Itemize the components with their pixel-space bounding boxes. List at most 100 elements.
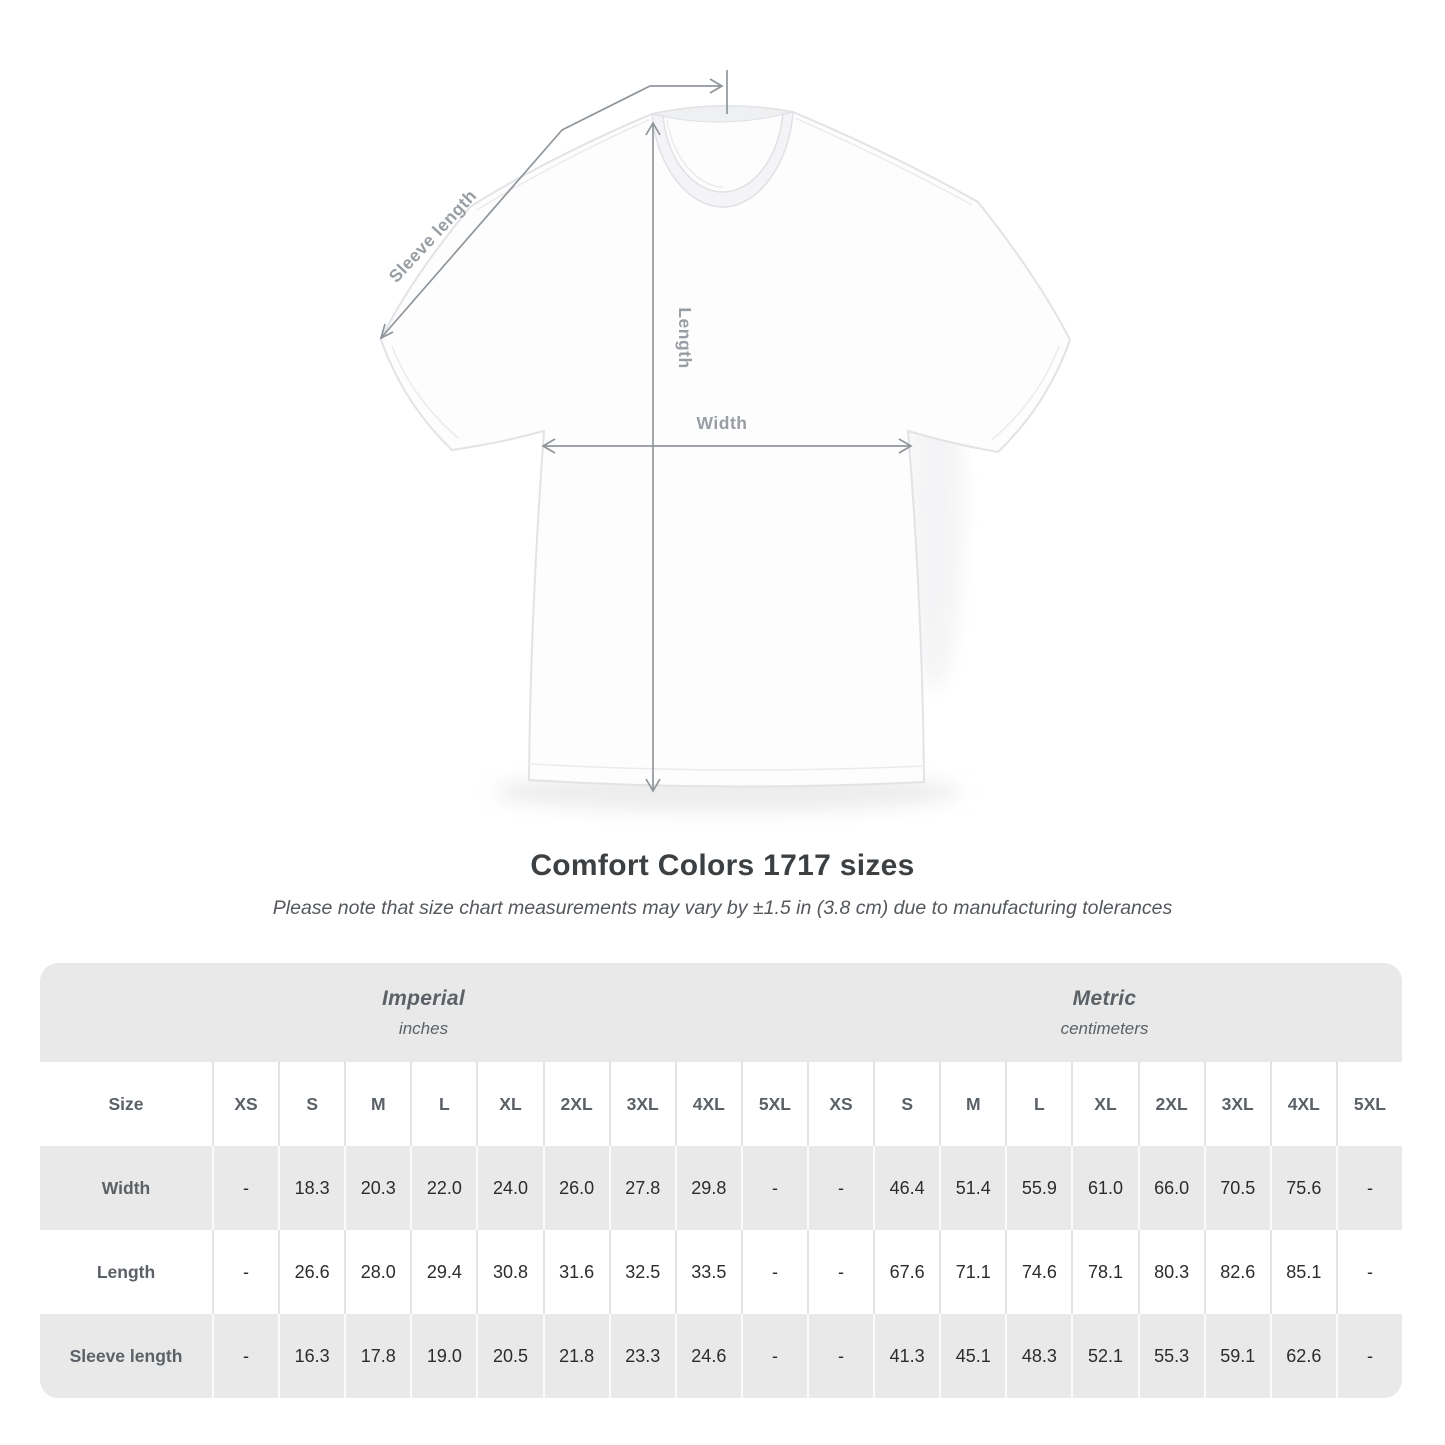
cell-value: 70.5 [1203,1146,1270,1230]
sleeve-length-arrowhead-right [709,78,724,94]
cell-value: 27.8 [608,1146,675,1230]
col-header-size: Size [40,1062,212,1146]
col-header-imperial-5xl: 5XL [740,1062,807,1146]
right-cuff-stitch [991,345,1060,441]
cell-value: 20.3 [344,1146,411,1230]
cell-value: 24.6 [674,1314,741,1398]
cell-value: 31.6 [542,1230,609,1314]
col-header-metric-xl: XL [1071,1062,1138,1146]
cell-value: 21.8 [542,1314,609,1398]
cell-value: 18.3 [278,1146,345,1230]
cell-value: 74.6 [1005,1230,1072,1314]
cell-value: 28.0 [344,1230,411,1314]
cell-value: - [212,1314,279,1398]
length-arrowhead-bottom [645,778,661,793]
left-shoulder-seam [476,119,650,211]
cell-value: 16.3 [278,1314,345,1398]
cell-value: - [807,1146,874,1230]
cell-value: 55.3 [1137,1314,1204,1398]
row-label: Sleeve length [40,1314,212,1398]
cell-value: - [1335,1314,1402,1398]
cell-value: 30.8 [476,1230,543,1314]
size-table: Imperial inches Metric centimeters Size X… [40,963,1402,1398]
col-header-metric-5xl: 5XL [1335,1062,1402,1146]
cell-value: 29.8 [674,1146,741,1230]
cell-value: - [740,1230,807,1314]
imperial-section-title: Imperial [382,986,465,1010]
cell-value: 75.6 [1269,1146,1336,1230]
cell-value: 22.0 [410,1146,477,1230]
col-header-imperial-2xl: 2XL [542,1062,609,1146]
width-arrowhead-right [898,438,913,454]
col-header-metric-xs: XS [807,1062,874,1146]
row-label: Width [40,1146,212,1230]
cell-value: 66.0 [1137,1146,1204,1230]
cell-value: 51.4 [939,1146,1006,1230]
col-header-imperial-l: L [410,1062,477,1146]
col-header-metric-m: M [939,1062,1006,1146]
cell-value: 23.3 [608,1314,675,1398]
length-arrowhead-top [645,121,661,136]
length-annotation: Length [645,121,695,793]
page-title: Comfort Colors 1717 sizes [530,849,915,882]
cell-value: - [807,1314,874,1398]
col-header-imperial-xl: XL [476,1062,543,1146]
col-header-metric-4xl: 4XL [1269,1062,1336,1146]
cell-value: - [1335,1146,1402,1230]
cell-value: 29.4 [410,1230,477,1314]
cell-value: - [807,1230,874,1314]
cell-value: 20.5 [476,1314,543,1398]
cell-value: 62.6 [1269,1314,1336,1398]
tshirt-measurement-diagram: Sleeve length Length Width [379,70,1072,812]
cell-value: 85.1 [1269,1230,1336,1314]
width-label: Width [697,413,748,433]
cell-value: 80.3 [1137,1230,1204,1314]
metric-section-title: Metric [1072,986,1137,1010]
cell-value: - [212,1146,279,1230]
cell-value: 82.6 [1203,1230,1270,1314]
metric-section-header: Metric centimeters [807,963,1402,1062]
cell-value: 71.1 [939,1230,1006,1314]
cell-value: 24.0 [476,1146,543,1230]
col-header-metric-3xl: 3XL [1203,1062,1270,1146]
left-cuff-stitch [391,345,459,439]
metric-section-unit: centimeters [1060,1018,1149,1038]
col-header-imperial-m: M [344,1062,411,1146]
width-annotation: Width [541,413,913,454]
cell-value: - [740,1146,807,1230]
cell-value: 45.1 [939,1314,1006,1398]
cell-value: 33.5 [674,1230,741,1314]
cell-value: 61.0 [1071,1146,1138,1230]
cell-value: 41.3 [873,1314,940,1398]
col-header-metric-2xl: 2XL [1137,1062,1204,1146]
cell-value: - [212,1230,279,1314]
cell-value: 59.1 [1203,1314,1270,1398]
col-header-imperial-s: S [278,1062,345,1146]
cell-value: 55.9 [1005,1146,1072,1230]
length-label: Length [675,307,695,368]
sleeve-length-arrowhead-end [379,323,394,340]
col-header-metric-l: L [1005,1062,1072,1146]
hem-stitch [530,763,923,771]
cell-value: 78.1 [1071,1230,1138,1314]
tshirt-collar [651,111,794,208]
col-header-imperial-4xl: 4XL [674,1062,741,1146]
cell-value: 48.3 [1005,1314,1072,1398]
cell-value: - [740,1314,807,1398]
col-header-imperial-xs: XS [212,1062,279,1146]
sleeve-length-diagonal-line [380,85,651,339]
page-subtitle: Please note that size chart measurements… [272,897,1173,919]
cell-value: 32.5 [608,1230,675,1314]
cell-value: 52.1 [1071,1314,1138,1398]
cell-value: 26.0 [542,1146,609,1230]
right-shoulder-seam [794,117,973,206]
cell-value: 17.8 [344,1314,411,1398]
imperial-section-header: Imperial inches [40,963,807,1062]
cell-value: 19.0 [410,1314,477,1398]
row-label: Length [40,1230,212,1314]
cell-value: - [1335,1230,1402,1314]
imperial-section-unit: inches [398,1018,449,1038]
collar-inner-shadow [666,119,724,188]
col-header-metric-s: S [873,1062,940,1146]
